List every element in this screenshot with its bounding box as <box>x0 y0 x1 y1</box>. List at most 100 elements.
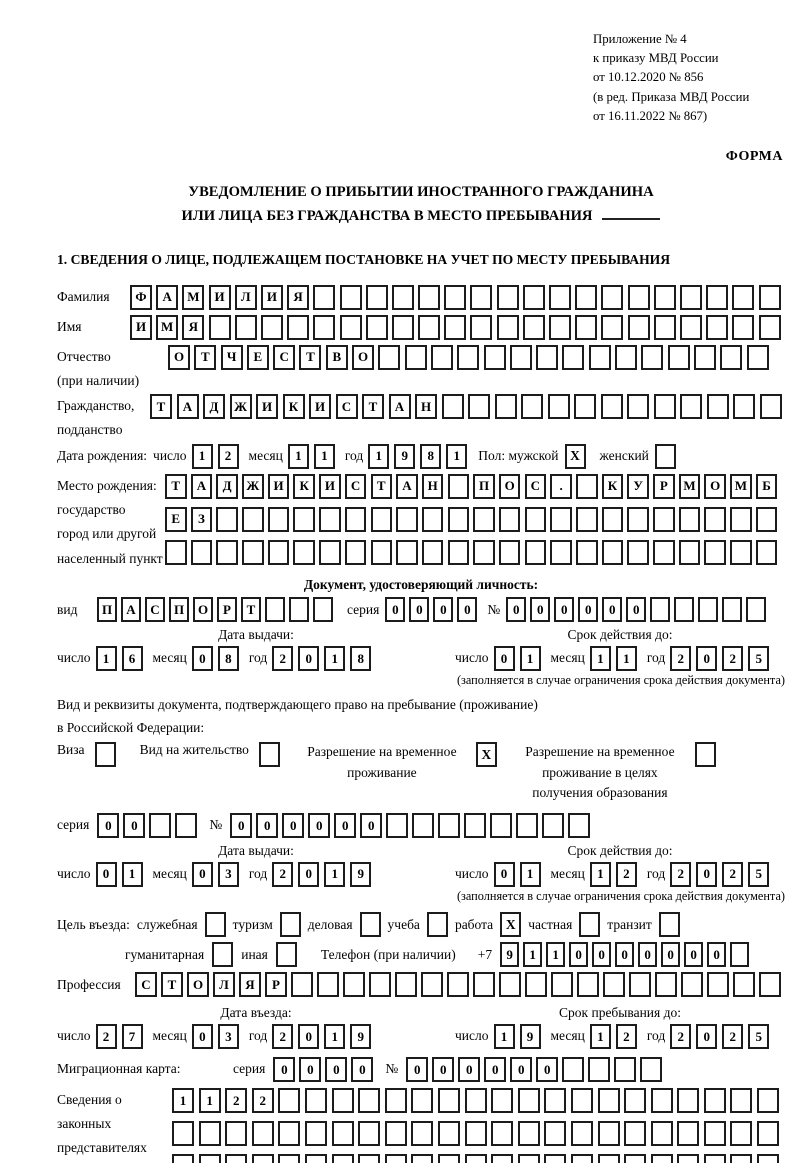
char-box[interactable]: 0 <box>299 1057 322 1083</box>
char-box[interactable]: 0 <box>457 597 478 623</box>
char-box[interactable] <box>653 285 676 311</box>
char-box[interactable]: А <box>121 597 141 623</box>
char-box[interactable] <box>650 597 671 623</box>
char-box[interactable]: 0 <box>493 862 515 888</box>
char-box[interactable] <box>758 285 781 311</box>
char-box[interactable] <box>522 315 545 341</box>
char-box[interactable] <box>601 506 624 532</box>
purpose-tourism-checkbox[interactable] <box>279 912 301 938</box>
char-box[interactable] <box>339 285 362 311</box>
char-box[interactable]: 0 <box>191 646 213 672</box>
char-box[interactable]: 2 <box>670 1024 692 1050</box>
char-box[interactable] <box>319 506 341 532</box>
char-box[interactable] <box>499 972 521 998</box>
char-box[interactable]: 0 <box>510 1057 533 1083</box>
char-box[interactable]: 0 <box>385 597 406 623</box>
char-box[interactable]: К <box>282 394 305 420</box>
char-box[interactable]: 0 <box>308 813 331 839</box>
char-box[interactable] <box>344 506 367 532</box>
char-box[interactable] <box>517 1154 540 1163</box>
char-box[interactable] <box>624 1088 647 1114</box>
char-box[interactable] <box>483 345 506 371</box>
char-box[interactable] <box>365 315 388 341</box>
char-box[interactable] <box>703 1154 726 1163</box>
char-box[interactable] <box>655 972 677 998</box>
char-box[interactable]: 2 <box>670 646 692 672</box>
char-box[interactable] <box>568 813 591 839</box>
char-box[interactable]: 0 <box>191 1024 213 1050</box>
char-box[interactable]: 0 <box>592 942 612 968</box>
char-box[interactable]: С <box>145 597 165 623</box>
char-box[interactable]: 1 <box>172 1088 194 1114</box>
char-box[interactable] <box>674 597 695 623</box>
char-box[interactable]: К <box>601 473 624 499</box>
char-box[interactable] <box>421 972 443 998</box>
char-box[interactable] <box>597 1088 620 1114</box>
char-box[interactable]: 0 <box>409 597 430 623</box>
char-box[interactable]: 1 <box>198 1088 221 1114</box>
char-box[interactable] <box>470 285 493 311</box>
temp-residence-checkbox[interactable]: X <box>475 742 497 768</box>
char-box[interactable] <box>319 539 341 565</box>
char-box[interactable]: 1 <box>589 1024 611 1050</box>
char-box[interactable]: Я <box>182 315 205 341</box>
char-box[interactable] <box>706 285 729 311</box>
char-box[interactable]: 1 <box>589 646 611 672</box>
char-box[interactable] <box>447 539 470 565</box>
char-box[interactable] <box>703 1088 726 1114</box>
char-box[interactable]: П <box>97 597 117 623</box>
char-box[interactable]: М <box>182 285 205 311</box>
char-box[interactable] <box>653 506 675 532</box>
char-box[interactable]: О <box>704 473 726 499</box>
char-box[interactable]: Д <box>203 394 225 420</box>
char-box[interactable]: 8 <box>217 646 239 672</box>
char-box[interactable] <box>758 315 781 341</box>
char-box[interactable]: 0 <box>230 813 253 839</box>
char-box[interactable] <box>679 285 702 311</box>
char-box[interactable]: 1 <box>589 862 611 888</box>
char-box[interactable]: С <box>344 473 367 499</box>
char-box[interactable]: 1 <box>287 443 309 469</box>
char-box[interactable] <box>438 813 461 839</box>
char-box[interactable] <box>421 539 444 565</box>
char-box[interactable] <box>278 1088 301 1114</box>
char-box[interactable]: Р <box>653 473 675 499</box>
char-box[interactable] <box>627 506 649 532</box>
char-box[interactable]: И <box>319 473 341 499</box>
char-box[interactable] <box>746 597 767 623</box>
char-box[interactable] <box>444 315 467 341</box>
char-box[interactable]: 0 <box>191 862 213 888</box>
char-box[interactable] <box>343 972 365 998</box>
char-box[interactable]: 1 <box>546 942 566 968</box>
purpose-private-checkbox[interactable] <box>579 912 601 938</box>
char-box[interactable]: 1 <box>95 646 117 672</box>
char-box[interactable]: П <box>473 473 495 499</box>
char-box[interactable] <box>524 539 547 565</box>
char-box[interactable] <box>517 1088 540 1114</box>
char-box[interactable] <box>430 345 453 371</box>
char-box[interactable] <box>549 285 571 311</box>
char-box[interactable]: С <box>135 972 157 998</box>
char-box[interactable] <box>576 473 598 499</box>
char-box[interactable] <box>677 1121 700 1147</box>
char-box[interactable]: 9 <box>350 862 372 888</box>
char-box[interactable] <box>746 345 769 371</box>
char-box[interactable] <box>278 1121 301 1147</box>
char-box[interactable]: Н <box>421 473 444 499</box>
char-box[interactable] <box>562 345 585 371</box>
char-box[interactable] <box>575 315 598 341</box>
char-box[interactable] <box>730 1121 753 1147</box>
char-box[interactable]: С <box>335 394 358 420</box>
